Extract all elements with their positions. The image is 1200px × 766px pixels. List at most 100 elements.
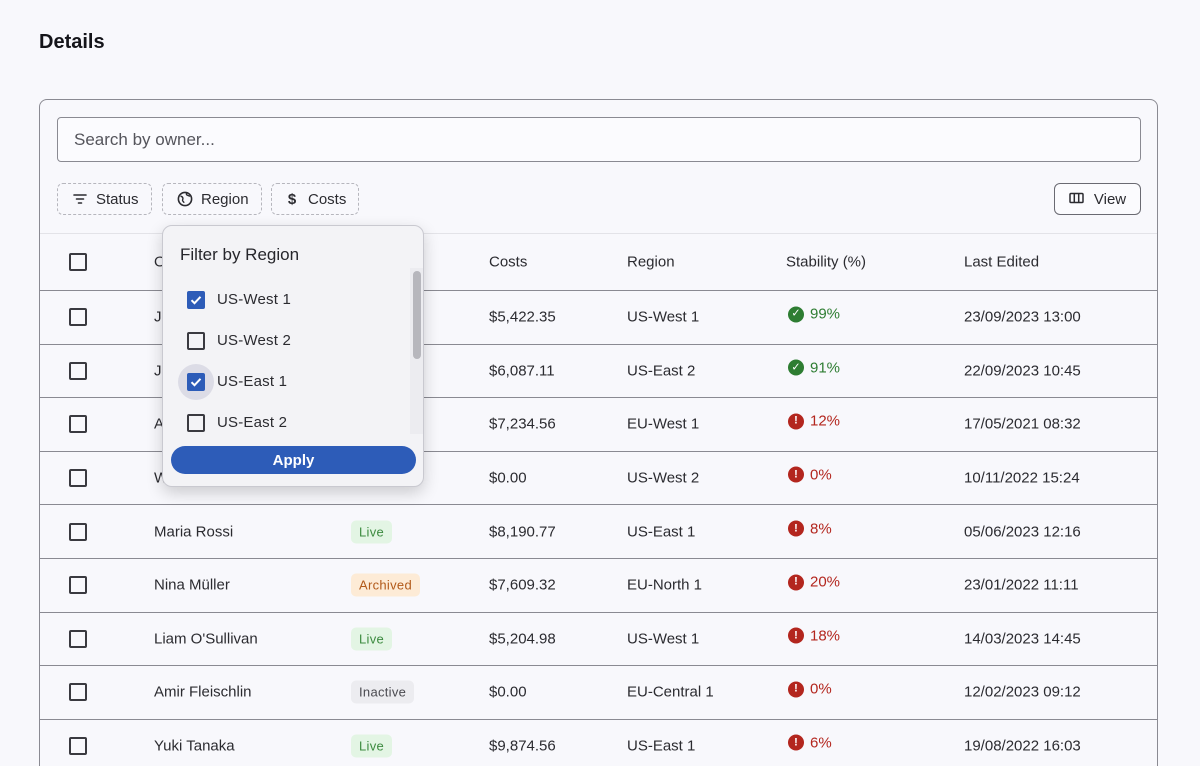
owner-cell: Liam O'Sullivan xyxy=(154,630,258,648)
region-option-checkbox[interactable] xyxy=(187,331,205,350)
table-row[interactable]: Liam O'Sullivan Live $5,204.98 US-West 1… xyxy=(40,613,1157,667)
region-cell: US-West 2 xyxy=(627,469,700,487)
search-box[interactable] xyxy=(57,117,1141,162)
region-cell: US-West 1 xyxy=(627,630,700,648)
region-option[interactable]: US-West 1 xyxy=(178,279,291,320)
stability-value: 8% xyxy=(810,520,832,538)
costs-filter-button[interactable]: $ Costs xyxy=(271,183,360,215)
region-option-checkbox-wrap[interactable] xyxy=(178,282,214,318)
owner-cell: A xyxy=(154,415,165,433)
stability-value: 18% xyxy=(810,627,841,645)
last-edited-cell: 12/02/2023 09:12 xyxy=(964,683,1081,701)
apply-button[interactable]: Apply xyxy=(171,446,416,474)
row-checkbox[interactable] xyxy=(69,522,87,541)
region-option-checkbox[interactable] xyxy=(187,290,205,309)
popover-scrollbar-thumb[interactable] xyxy=(413,271,421,359)
row-checkbox[interactable] xyxy=(69,469,87,488)
check-icon xyxy=(190,295,202,305)
error-circle-icon: ! xyxy=(788,574,804,591)
row-checkbox[interactable] xyxy=(69,629,87,648)
status-filter-button[interactable]: Status xyxy=(57,183,152,215)
region-option-checkbox-wrap[interactable] xyxy=(178,405,214,434)
costs-cell: $0.00 xyxy=(489,469,527,487)
region-option[interactable]: US-East 1 xyxy=(178,361,287,402)
stability-cell: ! 0% xyxy=(788,466,832,483)
stability-value: 99% xyxy=(810,305,841,323)
owner-cell: J xyxy=(154,308,162,326)
region-option[interactable]: US-West 2 xyxy=(178,320,291,361)
region-cell: US-West 1 xyxy=(627,308,700,326)
stability-cell: ✓ 91% xyxy=(788,359,840,376)
status-badge: Live xyxy=(351,734,393,758)
col-owner-header[interactable]: O xyxy=(154,253,166,271)
row-checkbox[interactable] xyxy=(69,308,87,327)
owner-cell: Maria Rossi xyxy=(154,523,234,541)
popover-title: Filter by Region xyxy=(180,245,300,264)
col-region-header[interactable]: Region xyxy=(627,253,675,271)
error-circle-icon: ! xyxy=(788,520,804,537)
error-circle-icon: ! xyxy=(788,681,804,698)
row-checkbox[interactable] xyxy=(69,737,87,756)
region-option[interactable]: US-East 2 xyxy=(178,402,287,433)
error-circle-icon: ! xyxy=(788,734,804,751)
stability-value: 0% xyxy=(810,466,832,484)
region-filter-button[interactable]: Region xyxy=(162,183,262,215)
col-last-edited-header[interactable]: Last Edited xyxy=(964,253,1040,271)
costs-cell: $8,190.77 xyxy=(489,523,556,541)
table-row[interactable]: J $5,422.35 US-West 1 ✓ 99% 23/09/2023 1… xyxy=(40,291,1157,345)
row-checkbox[interactable] xyxy=(69,361,87,380)
region-option-checkbox[interactable] xyxy=(187,372,205,391)
table-row[interactable]: Maria Rossi Live $8,190.77 US-East 1 ! 8… xyxy=(40,505,1157,559)
stability-value: 91% xyxy=(810,359,841,377)
status-badge: Inactive xyxy=(351,680,415,704)
last-edited-cell: 19/08/2022 16:03 xyxy=(964,737,1081,755)
table-header: O Costs Region Stability (%) Last Edited xyxy=(40,233,1157,291)
select-all-checkbox[interactable] xyxy=(69,253,87,271)
filter-lines-icon xyxy=(72,191,88,207)
status-filter-label: Status xyxy=(96,190,139,208)
last-edited-cell: 05/06/2023 12:16 xyxy=(964,523,1081,541)
check-circle-icon: ✓ xyxy=(788,359,804,376)
costs-cell: $6,087.11 xyxy=(489,362,555,380)
check-icon xyxy=(190,377,202,387)
region-option-checkbox-wrap[interactable] xyxy=(178,363,214,400)
last-edited-cell: 17/05/2021 08:32 xyxy=(964,415,1081,433)
table-row[interactable]: Yuki Tanaka Live $9,874.56 US-East 1 ! 6… xyxy=(40,720,1157,766)
status-cell: Live xyxy=(351,734,393,758)
region-cell: EU-Central 1 xyxy=(627,683,714,701)
row-checkbox[interactable] xyxy=(69,576,87,595)
stability-value: 20% xyxy=(810,573,841,591)
view-button[interactable]: View xyxy=(1054,183,1141,215)
region-options-list: US-West 1 US-West 2 US-East 1 US-East 2 xyxy=(163,276,411,433)
costs-cell: $0.00 xyxy=(489,683,527,701)
table-row[interactable]: A $7,234.56 EU-West 1 ! 12% 17/05/2021 0… xyxy=(40,398,1157,452)
owner-cell: J xyxy=(154,362,162,380)
last-edited-cell: 23/09/2023 13:00 xyxy=(964,308,1081,326)
table-row[interactable]: J $6,087.11 US-East 2 ✓ 91% 22/09/2023 1… xyxy=(40,345,1157,399)
status-cell: Live xyxy=(351,627,393,651)
search-input[interactable] xyxy=(74,129,1140,150)
error-circle-icon: ! xyxy=(788,413,804,430)
table-row[interactable]: Nina Müller Archived $7,609.32 EU-North … xyxy=(40,559,1157,613)
stability-value: 0% xyxy=(810,680,832,698)
table-row[interactable]: Amir Fleischlin Inactive $0.00 EU-Centra… xyxy=(40,666,1157,720)
owner-cell: Yuki Tanaka xyxy=(154,737,235,755)
details-table: O Costs Region Stability (%) Last Edited… xyxy=(40,233,1157,766)
region-cell: US-East 1 xyxy=(627,523,696,541)
stability-cell: ! 8% xyxy=(788,520,832,537)
popover-scrollbar[interactable] xyxy=(410,268,423,434)
error-circle-icon: ! xyxy=(788,466,804,483)
region-option-checkbox[interactable] xyxy=(187,413,205,432)
stability-cell: ! 12% xyxy=(788,413,840,430)
last-edited-cell: 23/01/2022 11:11 xyxy=(964,576,1079,594)
status-badge: Archived xyxy=(351,573,420,597)
columns-icon xyxy=(1069,191,1084,208)
status-cell: Live xyxy=(351,520,393,544)
row-checkbox[interactable] xyxy=(69,415,87,434)
row-checkbox[interactable] xyxy=(69,683,87,702)
col-stability-header[interactable]: Stability (%) xyxy=(786,253,867,271)
region-option-label: US-West 2 xyxy=(217,332,292,349)
col-costs-header[interactable]: Costs xyxy=(489,253,528,271)
region-option-checkbox-wrap[interactable] xyxy=(178,323,214,359)
region-filter-label: Region xyxy=(201,190,249,208)
